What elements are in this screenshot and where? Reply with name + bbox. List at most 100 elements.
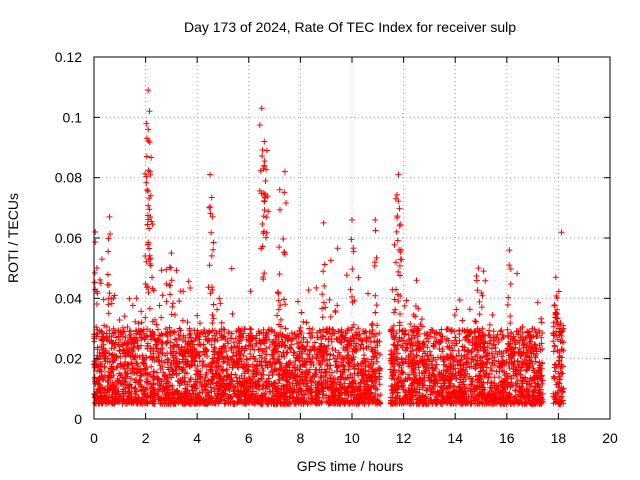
data-point xyxy=(367,362,374,369)
data-point xyxy=(132,385,139,392)
data-point xyxy=(534,299,541,306)
data-point xyxy=(158,267,165,274)
data-point xyxy=(117,336,124,343)
data-point xyxy=(136,331,143,338)
data-point xyxy=(208,229,215,236)
data-point xyxy=(456,331,463,338)
data-point xyxy=(149,221,156,228)
data-point xyxy=(551,342,558,349)
data-point xyxy=(505,294,512,301)
data-point xyxy=(156,302,163,309)
data-point xyxy=(347,362,354,369)
data-point xyxy=(146,139,153,146)
data-point xyxy=(263,229,270,236)
data-point xyxy=(108,300,115,307)
data-point xyxy=(265,208,272,215)
data-point xyxy=(168,250,175,257)
data-point xyxy=(117,353,124,360)
data-point xyxy=(324,362,331,369)
data-point xyxy=(209,311,216,318)
data-point xyxy=(321,261,328,268)
data-point xyxy=(288,329,295,336)
data-point xyxy=(427,377,434,384)
data-point xyxy=(158,314,165,321)
data-point xyxy=(376,338,383,345)
data-point xyxy=(98,256,105,263)
data-point xyxy=(261,207,268,214)
data-point xyxy=(405,331,412,338)
data-point xyxy=(235,364,242,371)
data-point xyxy=(472,317,479,324)
data-point xyxy=(154,326,161,333)
data-point xyxy=(538,315,545,322)
data-point xyxy=(332,347,339,354)
data-point xyxy=(216,328,223,335)
data-point xyxy=(473,272,480,279)
data-point xyxy=(179,317,186,324)
data-point xyxy=(319,314,326,321)
data-point xyxy=(143,120,150,127)
data-point xyxy=(175,331,182,338)
data-point xyxy=(350,245,357,252)
data-point xyxy=(154,369,161,376)
x-tick-label: 6 xyxy=(245,430,253,446)
data-point xyxy=(351,365,358,372)
data-point xyxy=(490,328,497,335)
data-point xyxy=(431,343,438,350)
data-point xyxy=(480,268,487,275)
data-point xyxy=(261,138,268,145)
data-point xyxy=(281,189,288,196)
data-point xyxy=(129,302,136,309)
data-point xyxy=(326,296,333,303)
data-point xyxy=(274,312,281,319)
x-tick-label: 18 xyxy=(551,430,567,446)
data-point xyxy=(326,356,333,363)
data-point xyxy=(145,126,152,133)
data-point xyxy=(105,310,112,317)
data-point xyxy=(228,265,235,272)
data-point xyxy=(91,279,98,286)
data-point xyxy=(261,228,268,235)
data-point xyxy=(96,276,103,283)
data-point xyxy=(153,337,160,344)
y-tick-label: 0.06 xyxy=(55,230,82,246)
data-point xyxy=(143,153,150,160)
data-point xyxy=(322,304,329,311)
data-point xyxy=(396,262,403,269)
data-point xyxy=(368,322,375,329)
data-point xyxy=(303,319,310,326)
data-point xyxy=(397,311,404,318)
data-point xyxy=(353,332,360,339)
data-point xyxy=(104,271,111,278)
data-point xyxy=(486,321,493,328)
data-point xyxy=(276,186,283,193)
data-point xyxy=(126,295,133,302)
data-point xyxy=(396,319,403,326)
data-point xyxy=(391,309,398,316)
data-point xyxy=(259,220,266,227)
data-point xyxy=(272,332,279,339)
data-point xyxy=(347,286,354,293)
data-point xyxy=(146,305,153,312)
data-point xyxy=(533,333,540,340)
data-point xyxy=(281,296,288,303)
data-point xyxy=(263,214,270,221)
data-point xyxy=(275,290,282,297)
data-point xyxy=(329,345,336,352)
data-point xyxy=(176,298,183,305)
data-point xyxy=(145,202,152,209)
data-point xyxy=(142,314,149,321)
data-point xyxy=(159,292,166,299)
data-point xyxy=(210,315,217,322)
data-point xyxy=(504,301,511,308)
data-point xyxy=(319,291,326,298)
data-point xyxy=(203,336,210,343)
data-point xyxy=(146,245,153,252)
data-point xyxy=(121,313,128,320)
data-point xyxy=(210,239,217,246)
y-tick-labels: 00.020.040.060.080.10.12 xyxy=(55,49,82,427)
data-point xyxy=(489,312,496,319)
data-point xyxy=(124,324,131,331)
x-tick-label: 2 xyxy=(142,430,150,446)
data-point xyxy=(148,154,155,161)
